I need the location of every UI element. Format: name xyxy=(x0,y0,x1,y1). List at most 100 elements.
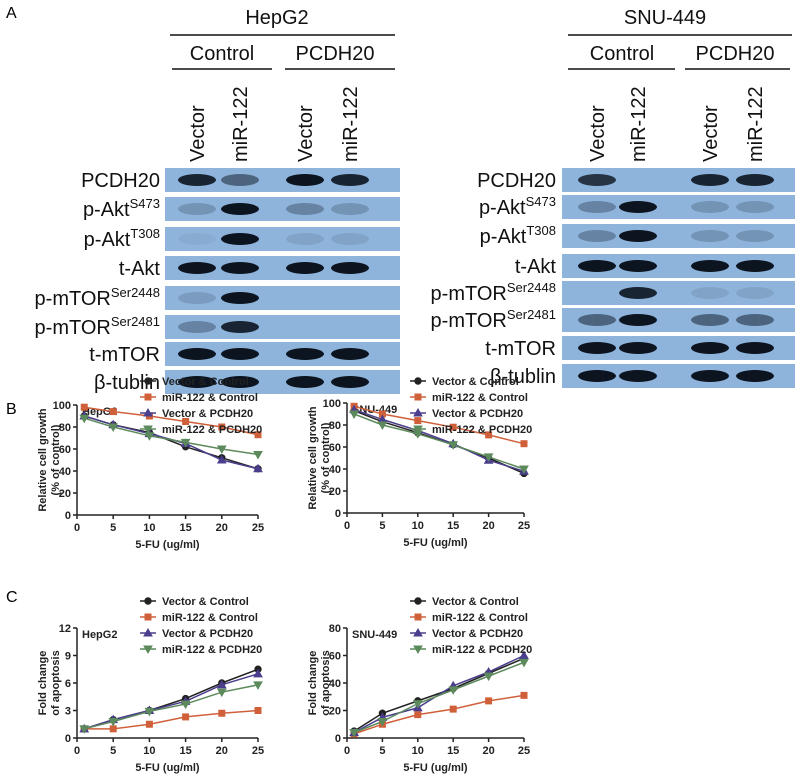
series-line xyxy=(353,413,525,470)
data-point xyxy=(218,423,226,431)
legend-label: Vector & Control xyxy=(432,376,519,388)
row-label-main: p-Akt xyxy=(84,229,131,251)
data-point xyxy=(520,691,528,699)
blot-band xyxy=(736,260,774,272)
y-tick-label: 60 xyxy=(329,442,341,454)
blot-band xyxy=(619,287,657,299)
data-point xyxy=(180,438,191,448)
series-line xyxy=(353,657,525,732)
y-axis-label: (% of control) xyxy=(320,422,332,493)
y-tick-label: 0 xyxy=(335,508,341,520)
y-tick-label: 20 xyxy=(329,486,341,498)
legend-marker xyxy=(414,597,422,605)
x-tick-label: 15 xyxy=(179,745,191,757)
blot-band xyxy=(331,262,369,274)
blot-band xyxy=(736,201,774,213)
row-label: p-AktS473 xyxy=(83,196,160,221)
row-label: t-Akt xyxy=(515,256,557,278)
y-tick-label: 9 xyxy=(65,651,71,663)
y-tick-label: 40 xyxy=(59,466,71,478)
lane-label: miR-122 xyxy=(230,86,252,162)
legend-marker xyxy=(144,377,152,385)
x-tick-label: 10 xyxy=(143,522,155,534)
row-label-main: p-Akt xyxy=(480,226,527,248)
series-line xyxy=(353,661,525,734)
y-tick-label: 12 xyxy=(59,623,71,635)
blot-band xyxy=(691,230,729,242)
legend-label: miR-122 & PCDH20 xyxy=(432,644,532,656)
blot-band xyxy=(578,230,616,242)
row-label: PCDH20 xyxy=(81,170,160,192)
data-point xyxy=(79,414,90,424)
blot-band xyxy=(286,262,324,274)
panel-label: A xyxy=(6,5,17,22)
legend-marker xyxy=(413,407,423,417)
legend-marker xyxy=(413,425,423,435)
blot-band xyxy=(221,174,259,186)
x-tick-label: 0 xyxy=(344,745,350,757)
blot-band xyxy=(691,174,729,186)
x-tick-label: 5 xyxy=(110,522,116,534)
blot-strip xyxy=(562,224,795,248)
legend-marker xyxy=(143,407,153,417)
blot-band xyxy=(619,230,657,242)
series-line xyxy=(84,673,259,730)
row-label: t-Akt xyxy=(119,258,161,280)
blot-strip xyxy=(165,315,400,339)
x-tick-label: 25 xyxy=(518,520,530,532)
blot-band xyxy=(331,348,369,360)
legend-label: miR-122 & Control xyxy=(162,612,258,624)
blot-band xyxy=(331,233,369,245)
y-tick-label: 60 xyxy=(59,444,71,456)
series-line xyxy=(353,408,525,472)
blot-band xyxy=(221,348,259,360)
row-label: p-AktS473 xyxy=(479,194,556,219)
blot-band xyxy=(619,260,657,272)
legend-label: Vector & Control xyxy=(162,596,249,608)
blot-band xyxy=(578,370,616,382)
data-point xyxy=(449,705,457,713)
data-point xyxy=(412,700,423,709)
x-tick-label: 0 xyxy=(74,522,80,534)
row-label-sup: Ser2481 xyxy=(507,307,556,322)
data-point xyxy=(254,707,262,714)
data-point xyxy=(108,718,119,727)
blot-band xyxy=(691,370,729,382)
data-point xyxy=(253,451,263,460)
blot-band xyxy=(691,314,729,326)
legend-label: miR-122 & PCDH20 xyxy=(162,424,262,436)
legend-label: miR-122 & Control xyxy=(162,392,258,404)
row-label: p-mTORSer2481 xyxy=(35,314,160,339)
data-point xyxy=(80,403,88,411)
row-label-sup: Ser2448 xyxy=(507,280,556,295)
legend-label: miR-122 & Control xyxy=(432,612,528,624)
data-point xyxy=(253,463,263,473)
data-point xyxy=(253,681,263,690)
panel-label: C xyxy=(6,589,18,606)
legend-marker xyxy=(413,645,423,655)
legend-label: Vector & PCDH20 xyxy=(162,628,253,640)
x-tick-label: 25 xyxy=(252,745,264,757)
cell-line-header: SNU-449 xyxy=(624,7,706,29)
row-label-main: p-Akt xyxy=(83,199,130,221)
data-point xyxy=(377,421,388,431)
x-tick-label: 5 xyxy=(379,520,385,532)
row-label-main: t-Akt xyxy=(515,256,557,278)
data-point xyxy=(414,417,422,425)
x-axis-label: 5-FU (ug/ml) xyxy=(135,539,199,551)
blot-band xyxy=(619,201,657,213)
legend-label: Vector & PCDH20 xyxy=(432,408,523,420)
row-label: t-mTOR xyxy=(485,338,556,360)
x-tick-label: 15 xyxy=(179,522,191,534)
blot-band xyxy=(221,262,259,274)
blot-band xyxy=(619,314,657,326)
group-label: Control xyxy=(590,43,654,65)
blot-strip xyxy=(165,197,400,221)
data-point xyxy=(144,432,155,441)
blot-band xyxy=(178,203,216,215)
row-label-main: t-mTOR xyxy=(485,338,556,360)
data-point xyxy=(79,725,90,734)
blot-band xyxy=(178,376,216,388)
blot-band xyxy=(578,201,616,213)
lane-label: Vector xyxy=(187,105,209,162)
